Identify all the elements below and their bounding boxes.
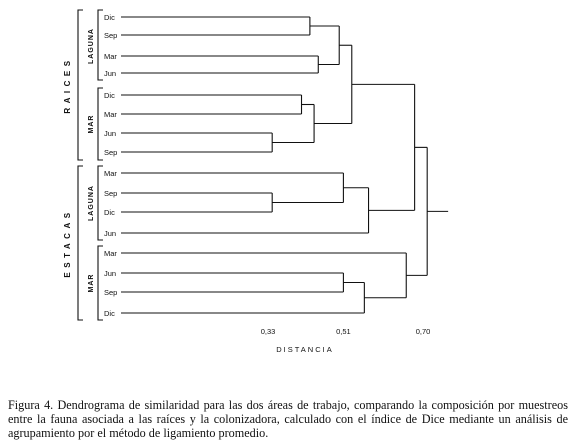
subgroup-label-laguna-raices: LAGUNA [88,28,95,64]
leaf-label: Mar [104,110,117,119]
leaf-label: Mar [104,169,117,178]
leaf-labels: Dic Sep Mar Jun Dic Mar Jun Sep Mar Sep Dic Jun Mar J… [104,13,117,318]
dendrogram-figure: LAGUNA MAR LAGUNA MAR RAICES ESTACAS Dic Sep Ma… [63,9,449,354]
tick-label: 0,33 [261,327,276,336]
group-label-estacas: ESTACAS [63,208,72,277]
dendrogram-tree [121,16,449,314]
leaf-label: Dic [104,91,115,100]
subgroup-label-mar-raices: MAR [88,115,95,134]
leaf-label: Dic [104,309,115,318]
laguna-raices-bracket [97,9,103,81]
leaf-label: Jun [104,269,116,278]
leaf-label: Jun [104,229,116,238]
group-brackets: LAGUNA MAR LAGUNA MAR RAICES ESTACAS [63,9,103,321]
leaf-label: Sep [104,31,117,40]
mar-estacas-bracket [97,245,103,321]
leaf-label: Mar [104,52,117,61]
tick-label: 0,70 [416,327,431,336]
leaf-label: Dic [104,13,115,22]
leaf-label: Jun [104,129,116,138]
figure-caption: Figura 4. Dendrograma de similaridad par… [8,398,568,440]
subgroup-label-laguna-estacas: LAGUNA [88,185,95,221]
laguna-estacas-bracket [97,165,103,241]
leaf-label: Sep [104,288,117,297]
leaf-label: Jun [104,69,116,78]
mar-raices-bracket [97,87,103,161]
subgroup-label-mar-estacas: MAR [88,274,95,293]
distance-axis: 0,33 0,51 0,70 DISTANCIA [261,327,431,354]
estacas-bracket [77,165,83,321]
group-label-raices: RAICES [63,56,72,113]
leaf-label: Mar [104,249,117,258]
tick-label: 0,51 [336,327,351,336]
leaf-label: Dic [104,208,115,217]
leaf-label: Sep [104,189,117,198]
x-axis-title: DISTANCIA [276,345,333,354]
leaf-label: Sep [104,148,117,157]
raices-bracket [77,9,83,161]
